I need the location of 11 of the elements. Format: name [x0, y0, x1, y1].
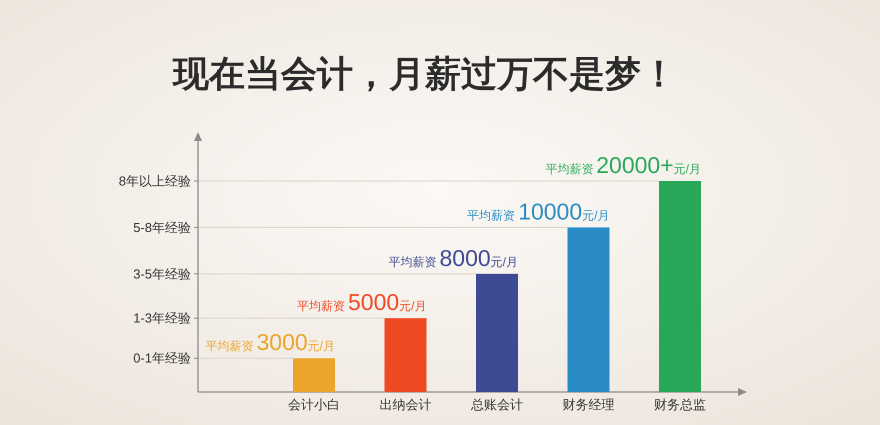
x-tick-label: 出纳会计 — [380, 397, 432, 412]
x-tick-label: 财务总监 — [654, 397, 706, 412]
ref-line-label: 8年以上经验 — [118, 174, 191, 188]
ref-line-label: 5-8年经验 — [133, 220, 191, 235]
ref-line-label: 0-1年经验 — [133, 350, 191, 366]
ref-line-label: 1-3年经验 — [133, 310, 191, 326]
x-tick-label: 财务经理 — [562, 397, 614, 412]
x-tick-label: 会计小白 — [288, 397, 340, 412]
x-tick-label: 总账会计 — [470, 397, 523, 412]
chart-title: 现在当会计，月薪过万不是梦！ — [171, 53, 677, 94]
ref-line-label: 3-5年经验 — [133, 266, 191, 282]
